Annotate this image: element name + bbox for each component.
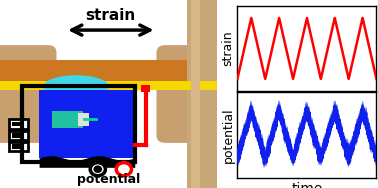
X-axis label: time: time [291, 182, 323, 188]
Bar [0, 81, 217, 90]
Circle shape [93, 165, 102, 173]
Bar [141, 85, 150, 92]
Bar [12, 144, 21, 149]
Bar [0, 60, 217, 83]
Text: potential: potential [77, 173, 140, 186]
Bar [39, 90, 135, 158]
Bar [9, 131, 28, 140]
Circle shape [90, 163, 105, 176]
Circle shape [116, 163, 132, 176]
Bar [12, 122, 21, 126]
Bar [191, 0, 200, 188]
Y-axis label: strain: strain [222, 31, 235, 66]
Ellipse shape [43, 75, 109, 98]
Bar [52, 111, 82, 128]
Y-axis label: potential: potential [222, 107, 235, 163]
Bar [78, 113, 89, 126]
Bar [22, 86, 135, 162]
Bar [12, 133, 21, 138]
Text: strain: strain [86, 8, 136, 23]
FancyBboxPatch shape [0, 45, 57, 143]
Bar [9, 119, 28, 129]
FancyBboxPatch shape [156, 45, 226, 143]
Bar [187, 0, 217, 188]
Bar [9, 142, 28, 151]
